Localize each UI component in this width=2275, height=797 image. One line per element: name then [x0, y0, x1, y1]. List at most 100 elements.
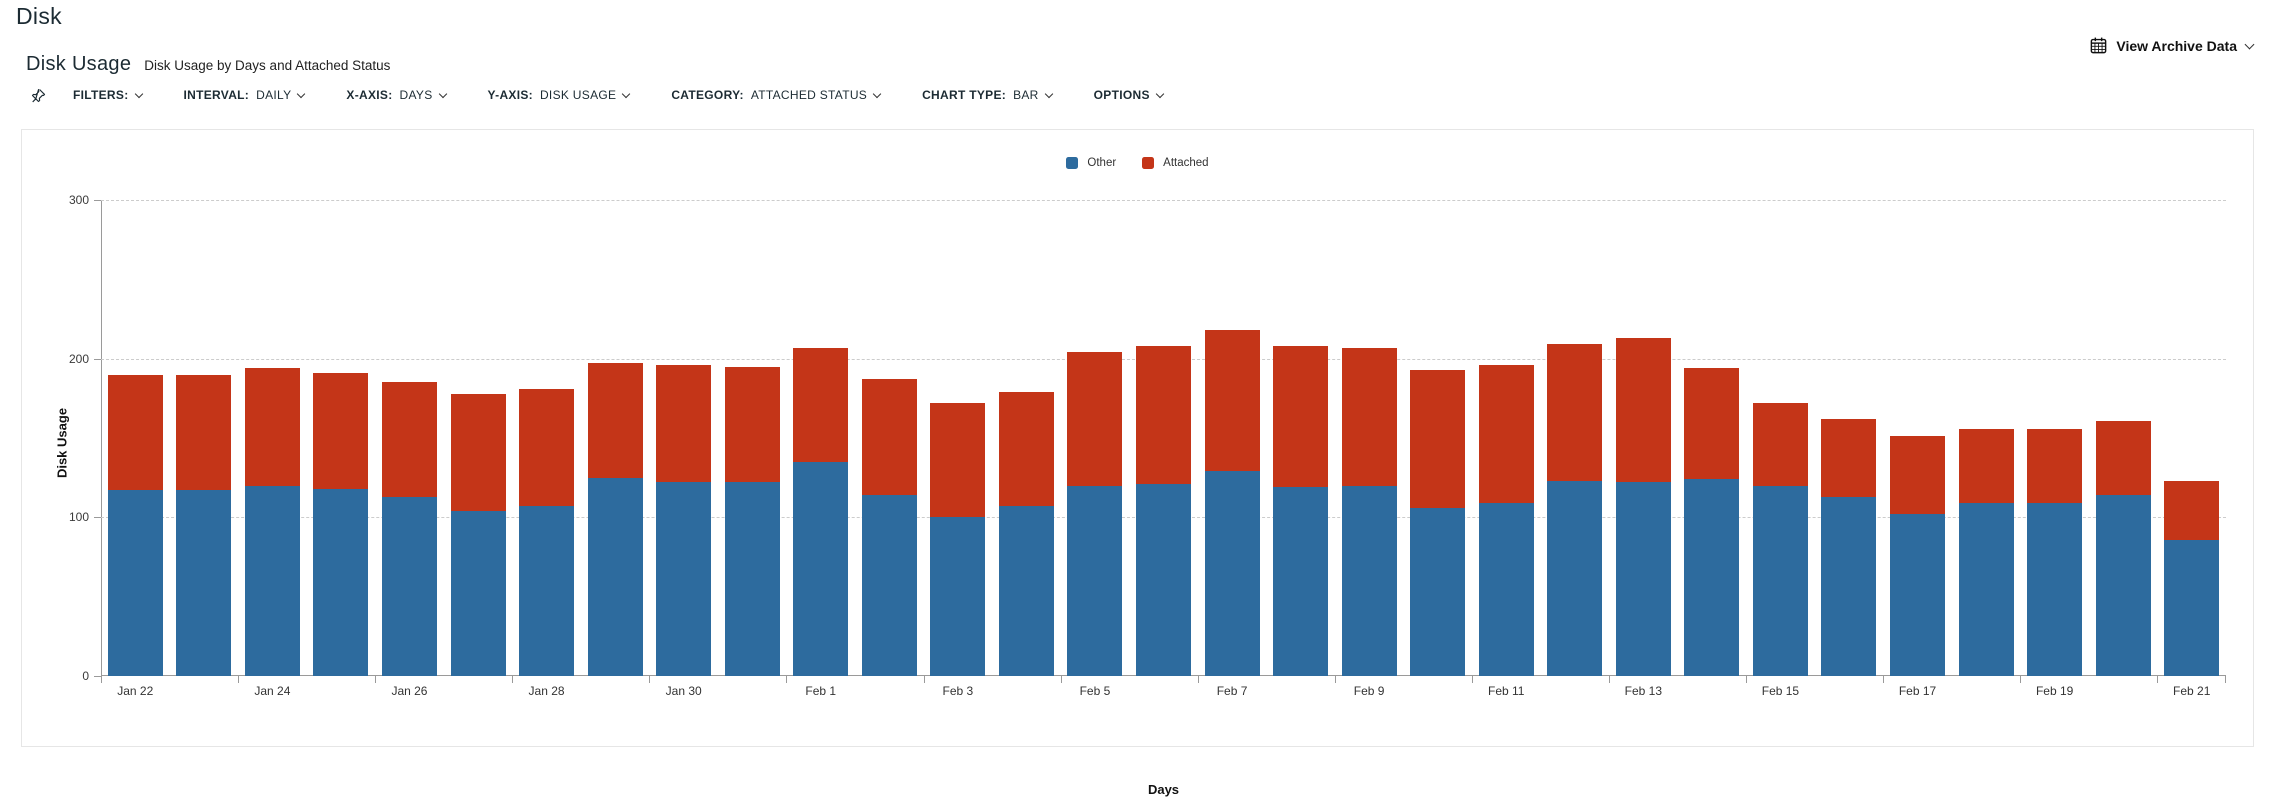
x-tick — [1060, 676, 1062, 683]
bar-other-feb-7 — [1204, 471, 1260, 676]
x-tick — [1883, 676, 1885, 683]
x-tick-label: Jan 30 — [665, 684, 702, 698]
toolbar-item-label: INTERVAL: — [183, 88, 250, 102]
x-tick-label: Jan 22 — [117, 684, 154, 698]
y-tick — [94, 358, 101, 360]
toolbar-item-label: CATEGORY: — [671, 88, 744, 102]
bar-other-jan-23 — [176, 490, 232, 676]
x-tick — [923, 676, 925, 683]
toolbar-item-label: X-AXIS: — [346, 88, 393, 102]
bar-attached-feb-19 — [2027, 428, 2083, 504]
x-tick — [649, 676, 651, 683]
calendar-icon — [2089, 36, 2108, 55]
bar-attached-jan-30 — [656, 365, 712, 483]
x-tick-label: Feb 3 — [942, 684, 974, 698]
bar-other-jan-28 — [519, 506, 575, 676]
toolbar-item-x-axis[interactable]: X-AXIS: DAYS — [346, 88, 447, 102]
bar-attached-jan-25 — [313, 372, 369, 489]
x-tick — [1746, 676, 1748, 683]
bar-attached-feb-15 — [1752, 403, 1808, 486]
widget-header: Disk Usage Disk Usage by Days and Attach… — [26, 53, 390, 76]
chevron-down-icon — [1155, 89, 1164, 99]
view-archive-data-label: View Archive Data — [2116, 37, 2237, 54]
bar-attached-feb-13 — [1615, 338, 1671, 483]
bar-attached-feb-2 — [861, 379, 917, 496]
toolbar-item-category[interactable]: CATEGORY: ATTACHED STATUS — [671, 88, 882, 102]
y-tick — [94, 200, 101, 201]
x-tick-label: Jan 28 — [528, 684, 565, 698]
bar-other-feb-14 — [1684, 479, 1740, 676]
x-tick — [1609, 676, 1611, 683]
bar-other-feb-3 — [930, 517, 986, 676]
x-tick-label: Feb 17 — [1898, 684, 1937, 698]
toolbar-item-label: CHART TYPE: — [922, 88, 1007, 102]
bar-attached-jan-29 — [587, 363, 643, 478]
bar-other-jan-30 — [656, 482, 712, 676]
x-axis-title: Days — [1147, 782, 1180, 797]
x-tick-label: Feb 1 — [805, 684, 837, 698]
x-tick-label: Jan 26 — [391, 684, 428, 698]
x-tick-label: Feb 13 — [1624, 684, 1663, 698]
bar-other-feb-5 — [1067, 485, 1123, 676]
x-tick-label: Feb 19 — [2035, 684, 2074, 698]
bar-attached-jan-22 — [107, 374, 163, 491]
bar-attached-jan-31 — [724, 366, 780, 483]
y-tick-label: 100 — [68, 510, 89, 525]
toolbar-item-options[interactable]: OPTIONS — [1094, 88, 1164, 102]
bar-other-feb-18 — [1958, 503, 2014, 676]
toolbar-item-value: DAILY — [256, 88, 292, 102]
bar-other-feb-1 — [793, 461, 849, 676]
bar-other-feb-13 — [1615, 482, 1671, 676]
view-archive-data-button[interactable]: View Archive Data — [2089, 36, 2255, 55]
legend-swatch — [1142, 157, 1155, 169]
x-tick — [512, 676, 514, 683]
bar-other-feb-17 — [1890, 514, 1946, 676]
bar-attached-feb-3 — [930, 403, 986, 518]
toolbar-item-y-axis[interactable]: Y-AXIS: DISK USAGE — [487, 88, 631, 102]
bar-other-feb-19 — [2027, 503, 2083, 676]
bar-attached-jan-24 — [244, 368, 300, 486]
toolbar-item-label: Y-AXIS: — [487, 88, 533, 102]
chevron-down-icon — [1044, 89, 1053, 99]
bar-other-feb-20 — [2095, 495, 2151, 676]
bar-other-feb-16 — [1821, 496, 1877, 676]
x-tick — [2225, 676, 2226, 683]
x-tick — [786, 676, 788, 683]
chart-legend: Other Attached — [22, 157, 2253, 169]
y-axis-line — [101, 200, 102, 676]
page-title: Disk — [16, 3, 62, 29]
chart-card: Other Attached Disk Usage Days 0 100 200 300… — [21, 129, 2254, 797]
y-tick — [94, 676, 101, 677]
x-tick — [1334, 676, 1336, 683]
y-tick-label: 300 — [68, 193, 89, 207]
x-tick-label: Feb 7 — [1216, 684, 1248, 698]
bar-other-feb-2 — [861, 495, 917, 676]
toolbar-item-filters[interactable]: FILTERS: — [73, 88, 143, 102]
bar-attached-feb-14 — [1684, 368, 1740, 480]
bar-attached-feb-5 — [1067, 352, 1123, 486]
toolbar-item-chart-type[interactable]: CHART TYPE: BAR — [922, 88, 1053, 102]
bar-attached-feb-10 — [1410, 369, 1466, 508]
bar-other-feb-11 — [1478, 503, 1534, 676]
toolbar-item-interval[interactable]: INTERVAL: DAILY — [183, 88, 306, 102]
x-tick — [1471, 676, 1473, 683]
widget-title: Disk Usage — [26, 53, 132, 75]
plot-area: 0 100 200 300 Jan 22 Jan 24 Jan 26 Jan 28 Jan 30… — [69, 193, 2226, 698]
bar-other-feb-10 — [1410, 507, 1466, 676]
bar-attached-feb-7 — [1204, 330, 1260, 472]
pushpin-icon[interactable] — [30, 87, 47, 104]
toolbar-item-label: FILTERS: — [73, 88, 129, 102]
bar-other-feb-21 — [2164, 539, 2220, 676]
legend-item-other[interactable]: Other — [1066, 157, 1116, 169]
chevron-down-icon — [2244, 39, 2255, 49]
x-tick-label: Jan 24 — [254, 684, 291, 698]
legend-label: Attached — [1163, 157, 1209, 169]
x-tick-label: Feb 11 — [1488, 684, 1525, 698]
bar-attached-feb-20 — [2095, 420, 2151, 496]
legend-item-attached[interactable]: Attached — [1142, 157, 1209, 169]
bar-attached-feb-11 — [1478, 365, 1534, 504]
bar-other-jan-22 — [107, 490, 163, 676]
bar-other-feb-15 — [1752, 485, 1808, 676]
x-tick-label: Feb 21 — [2173, 684, 2211, 698]
x-tick — [238, 676, 240, 683]
